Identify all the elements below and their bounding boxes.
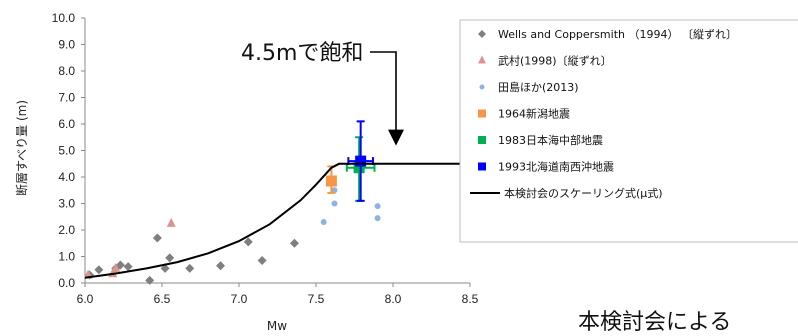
data-point [165, 253, 175, 263]
legend-swatch [479, 84, 485, 90]
legend-swatch [478, 55, 486, 64]
series-6 [84, 162, 470, 279]
data-point [152, 233, 162, 243]
y-tick-label: 3.0 [58, 197, 75, 211]
y-tick-label: 9.0 [58, 38, 75, 52]
y-tick-label: 6.0 [58, 117, 75, 131]
plot-marks [83, 120, 470, 285]
data-point [243, 237, 253, 247]
series-2 [320, 187, 381, 226]
data-point [160, 263, 170, 273]
x-tick-label: 8.5 [462, 292, 479, 306]
y-axis-label: 断層すべり量 (m) [14, 100, 29, 196]
y-tick-label: 1.0 [58, 250, 75, 264]
series-5 [347, 120, 374, 202]
y-tick-label: 2.0 [58, 223, 75, 237]
data-point [115, 260, 125, 270]
y-tick-labels: 0.0 1.0 2.0 3.0 4.0 5.0 6.0 7.0 8.0 9.0 10.0 [52, 11, 85, 290]
legend-entry: 田島ほか(2013) [498, 80, 579, 94]
data-point [257, 255, 267, 265]
data-point [145, 275, 155, 285]
y-tick-label: 0.0 [58, 276, 75, 290]
legend-swatch [478, 109, 486, 118]
data-point [355, 155, 367, 167]
x-tick-label: 7.0 [231, 292, 248, 306]
y-tick-label: 7.0 [58, 91, 75, 105]
data-point [289, 238, 299, 248]
saturation-annotation: 4.5mで飽和 [241, 41, 363, 66]
legend-swatch [478, 136, 486, 144]
data-point [374, 203, 381, 210]
legend-box [459, 19, 798, 243]
data-point [111, 262, 121, 272]
y-tick-label: 5.0 [58, 144, 75, 158]
data-point [123, 262, 133, 272]
legend-entry: Wells and Coppersmith （1994） 〔縦ずれ〕 [498, 28, 737, 41]
data-point [94, 265, 104, 275]
data-point [185, 263, 195, 273]
data-point [166, 217, 176, 227]
x-tick-labels: 6.0 6.5 7.0 7.5 8.0 8.5 [77, 283, 479, 306]
y-tick-label: 8.0 [58, 64, 75, 78]
data-point [331, 200, 338, 207]
data-point [320, 219, 327, 226]
series-0 [85, 233, 299, 285]
x-tick-label: 8.0 [385, 292, 402, 306]
data-point [353, 162, 365, 174]
data-point [216, 261, 226, 271]
x-tick-label: 6.5 [154, 292, 171, 306]
y-tick-label: 10.0 [52, 11, 76, 25]
data-point [331, 187, 338, 194]
legend-swatch [478, 162, 486, 171]
legend-entry: 1983日本海中部地震 [498, 133, 603, 147]
legend-entry: 本検討会のスケーリング式(μ式) [504, 186, 663, 200]
x-tick-label: 7.5 [308, 292, 325, 306]
y-tick-label: 4.0 [58, 170, 75, 184]
data-point [325, 175, 337, 187]
x-tick-label: 6.0 [77, 292, 94, 306]
legend: Wells and Coppersmith （1994） 〔縦ずれ〕武村(199… [459, 19, 798, 243]
x-axis-label: Mw [267, 319, 287, 333]
data-point [374, 215, 381, 222]
legend-swatch [478, 30, 486, 38]
caption-text: 本検討会による [578, 310, 732, 335]
annotation-arrow [370, 51, 404, 146]
legend-entry: 1993北海道南西沖地震 [498, 160, 614, 174]
legend-entry: 1964新潟地震 [498, 107, 570, 121]
legend-entry: 武村(1998)〔縦ずれ〕 [498, 54, 612, 68]
scaling-curve [84, 162, 470, 279]
